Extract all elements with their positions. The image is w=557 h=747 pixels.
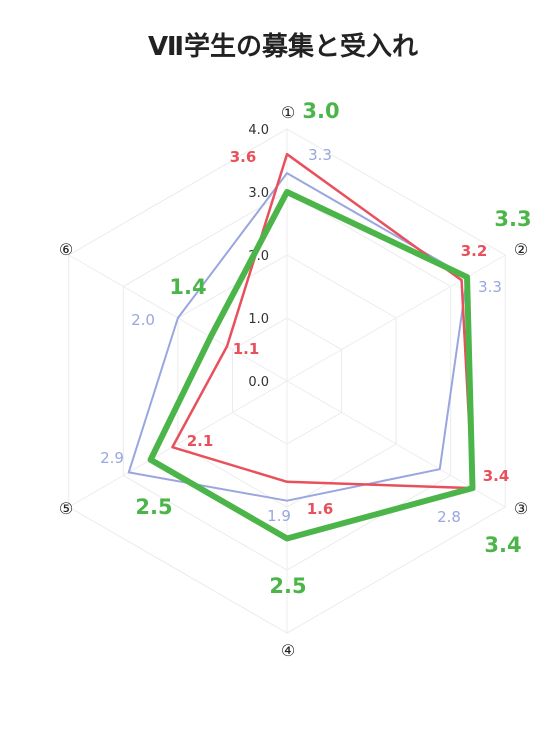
axis-label: ①	[281, 103, 295, 122]
series-line	[171, 152, 474, 490]
data-label: 3.2	[461, 242, 488, 260]
data-label: 3.0	[302, 99, 339, 123]
data-label: 3.3	[478, 278, 502, 296]
chart-series	[127, 152, 476, 542]
data-label: 1.1	[233, 340, 260, 358]
tick-label: 0.0	[248, 375, 269, 390]
data-label: 3.4	[484, 533, 521, 557]
data-label: 2.9	[100, 449, 124, 467]
axis-label: ④	[281, 641, 295, 660]
series-line	[147, 189, 476, 542]
tick-label: 3.0	[248, 186, 269, 201]
tick-label: 1.0	[248, 312, 269, 327]
chart-title: Ⅶ学生の募集と受入れ	[148, 31, 418, 62]
tick-label: 4.0	[248, 123, 269, 138]
data-label: 1.6	[307, 500, 334, 518]
axis-label: ③	[514, 499, 528, 518]
data-label: 2.8	[437, 508, 461, 526]
data-label: 3.3	[308, 146, 332, 164]
data-label: 2.5	[269, 574, 306, 598]
axis-label: ⑤	[59, 499, 73, 518]
data-label: 1.4	[169, 275, 206, 299]
data-label: 2.5	[135, 495, 172, 519]
data-label: 3.4	[483, 467, 510, 485]
data-label: 3.3	[494, 207, 531, 231]
data-label: 2.0	[131, 311, 155, 329]
axis-label: ⑥	[59, 240, 73, 259]
data-label: 3.6	[230, 148, 257, 166]
chart-labels: 3.6 3.2 3.4 1.6 2.1 1.1 3.3 3.3 2.8 1.9 2.9 2.0 3.0 3…	[100, 99, 532, 598]
series-line	[127, 172, 469, 502]
axis-label: ②	[514, 240, 528, 259]
grid-spoke	[68, 380, 288, 508]
data-label: 2.1	[187, 432, 214, 450]
data-label: 1.9	[267, 507, 291, 525]
